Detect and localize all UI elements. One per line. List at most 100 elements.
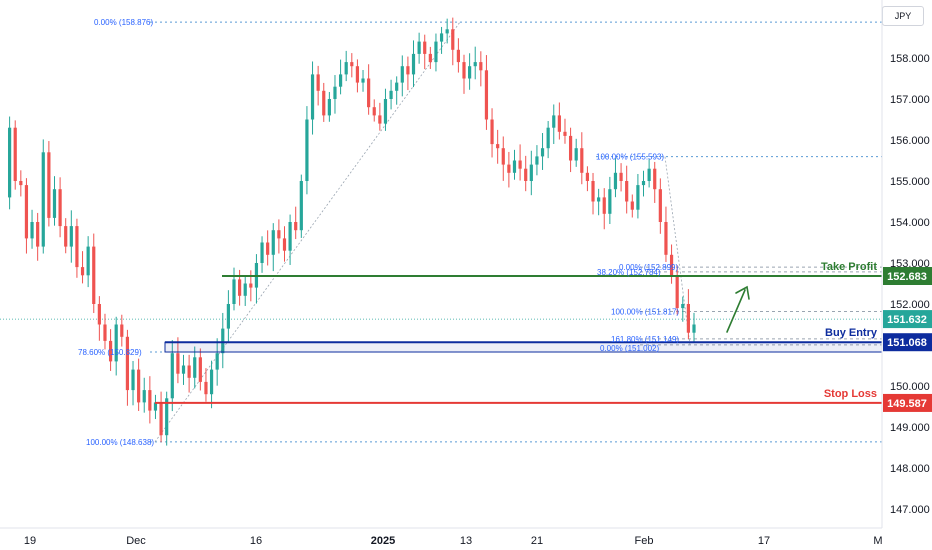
candle-body bbox=[529, 164, 533, 181]
fib-label-right: 100.00% (155.593) bbox=[596, 153, 664, 162]
candle-body bbox=[411, 53, 416, 75]
candle-body bbox=[92, 246, 96, 304]
price-tag[interactable] bbox=[883, 266, 932, 285]
candle-body bbox=[647, 168, 651, 181]
candle-body bbox=[232, 279, 236, 304]
candle-body bbox=[669, 254, 674, 276]
candle-body bbox=[591, 181, 595, 202]
candle-body bbox=[585, 172, 590, 181]
candle-body bbox=[468, 66, 472, 79]
candle-body bbox=[187, 365, 191, 378]
candle-body bbox=[97, 304, 101, 325]
candle-body bbox=[170, 353, 174, 399]
candle-body bbox=[153, 402, 158, 411]
levels-layer: Take Profit Buy Entry Stop Loss bbox=[155, 261, 883, 404]
candle-body bbox=[524, 168, 528, 181]
candle-body bbox=[24, 185, 29, 239]
candle-body bbox=[406, 66, 410, 75]
candle-body bbox=[552, 115, 556, 128]
last-price-tag[interactable] bbox=[883, 310, 932, 329]
candle-body bbox=[69, 226, 73, 247]
candle-body bbox=[8, 127, 12, 198]
candle-body bbox=[108, 340, 113, 362]
candle-body bbox=[327, 99, 331, 116]
candle-body bbox=[238, 279, 242, 296]
fib-label-left: 78.60% (150.829) bbox=[78, 348, 142, 357]
candle-body bbox=[619, 172, 623, 181]
candle-body bbox=[675, 275, 679, 309]
candle-body bbox=[277, 230, 281, 239]
y-tick-label: 157.000 bbox=[890, 94, 930, 106]
y-tick-label: 154.000 bbox=[890, 217, 930, 229]
candle-body bbox=[417, 41, 421, 54]
price-tags-layer: 152.683 151.068 149.587 151.632 bbox=[883, 266, 932, 412]
candle-body bbox=[322, 90, 326, 116]
candle-body bbox=[299, 181, 303, 231]
candle-body bbox=[137, 369, 141, 403]
candle-body bbox=[209, 369, 214, 395]
price-tag[interactable] bbox=[883, 393, 932, 412]
candle-body bbox=[125, 336, 130, 391]
candle-body bbox=[333, 86, 337, 99]
currency-label[interactable]: JPY bbox=[882, 6, 924, 26]
candle-body bbox=[310, 74, 315, 120]
candle-body bbox=[30, 222, 34, 239]
fib-label-right: 100.00% (151.817) bbox=[611, 308, 679, 317]
candle-body bbox=[546, 127, 550, 149]
price-tag-label: 152.683 bbox=[887, 271, 927, 283]
y-tick-label: 158.000 bbox=[890, 53, 930, 65]
candle-body bbox=[36, 222, 40, 247]
candle-body bbox=[282, 238, 287, 251]
candle-body bbox=[395, 82, 399, 91]
candle-body bbox=[204, 381, 208, 395]
candle-body bbox=[198, 357, 202, 382]
candle-body bbox=[266, 242, 270, 255]
labels-layer: 0.00% (158.876) 78.60% (150.829) 100.00% (… bbox=[78, 18, 750, 447]
candle-body bbox=[361, 78, 365, 83]
fib-trend-line bbox=[664, 156, 691, 345]
x-tick-label: 13 bbox=[460, 535, 472, 547]
y-tick-label: 152.000 bbox=[890, 299, 930, 311]
candle-body bbox=[19, 181, 23, 186]
candle-body bbox=[181, 365, 186, 374]
candle-body bbox=[653, 168, 657, 190]
price-tag[interactable] bbox=[883, 333, 932, 352]
candle-body bbox=[641, 181, 646, 186]
fib-label-right: 161.80% (151.149) bbox=[611, 335, 679, 344]
candle-body bbox=[540, 148, 545, 157]
candle-body bbox=[64, 226, 68, 247]
candle-body bbox=[473, 62, 477, 67]
candle-body bbox=[490, 119, 494, 145]
candle-body bbox=[142, 390, 146, 403]
candle-body bbox=[535, 156, 539, 165]
x-tick-label: 16 bbox=[250, 535, 262, 547]
candle-body bbox=[462, 62, 466, 79]
candle-body bbox=[288, 222, 292, 251]
candle-body bbox=[501, 148, 505, 165]
candle-body bbox=[215, 353, 219, 370]
y-tick-label: 155.000 bbox=[890, 176, 930, 188]
x-tick-label: M bbox=[873, 535, 882, 547]
y-tick-label: 148.000 bbox=[890, 463, 930, 475]
candle-body bbox=[507, 164, 511, 173]
fib-trend-line bbox=[154, 21, 461, 443]
fib-label-right: 0.00% (151.002) bbox=[600, 344, 659, 353]
candle-body bbox=[625, 181, 629, 202]
candle-body bbox=[350, 62, 354, 67]
x-tick-label: 2025 bbox=[371, 535, 395, 547]
candle-body bbox=[355, 66, 360, 83]
candle-body bbox=[692, 324, 696, 333]
x-tick-label: 21 bbox=[531, 535, 543, 547]
candle-body bbox=[456, 49, 460, 63]
y-tick-label: 150.000 bbox=[890, 381, 930, 393]
candle-body bbox=[120, 324, 124, 337]
candle-body bbox=[658, 189, 662, 222]
candle-body bbox=[378, 115, 382, 124]
candle-body bbox=[574, 148, 578, 161]
candle-body bbox=[86, 246, 90, 276]
candle-body bbox=[148, 390, 152, 411]
candle-body bbox=[165, 398, 169, 436]
level-label-take-profit: Take Profit bbox=[821, 261, 877, 273]
candle-body bbox=[484, 70, 489, 120]
